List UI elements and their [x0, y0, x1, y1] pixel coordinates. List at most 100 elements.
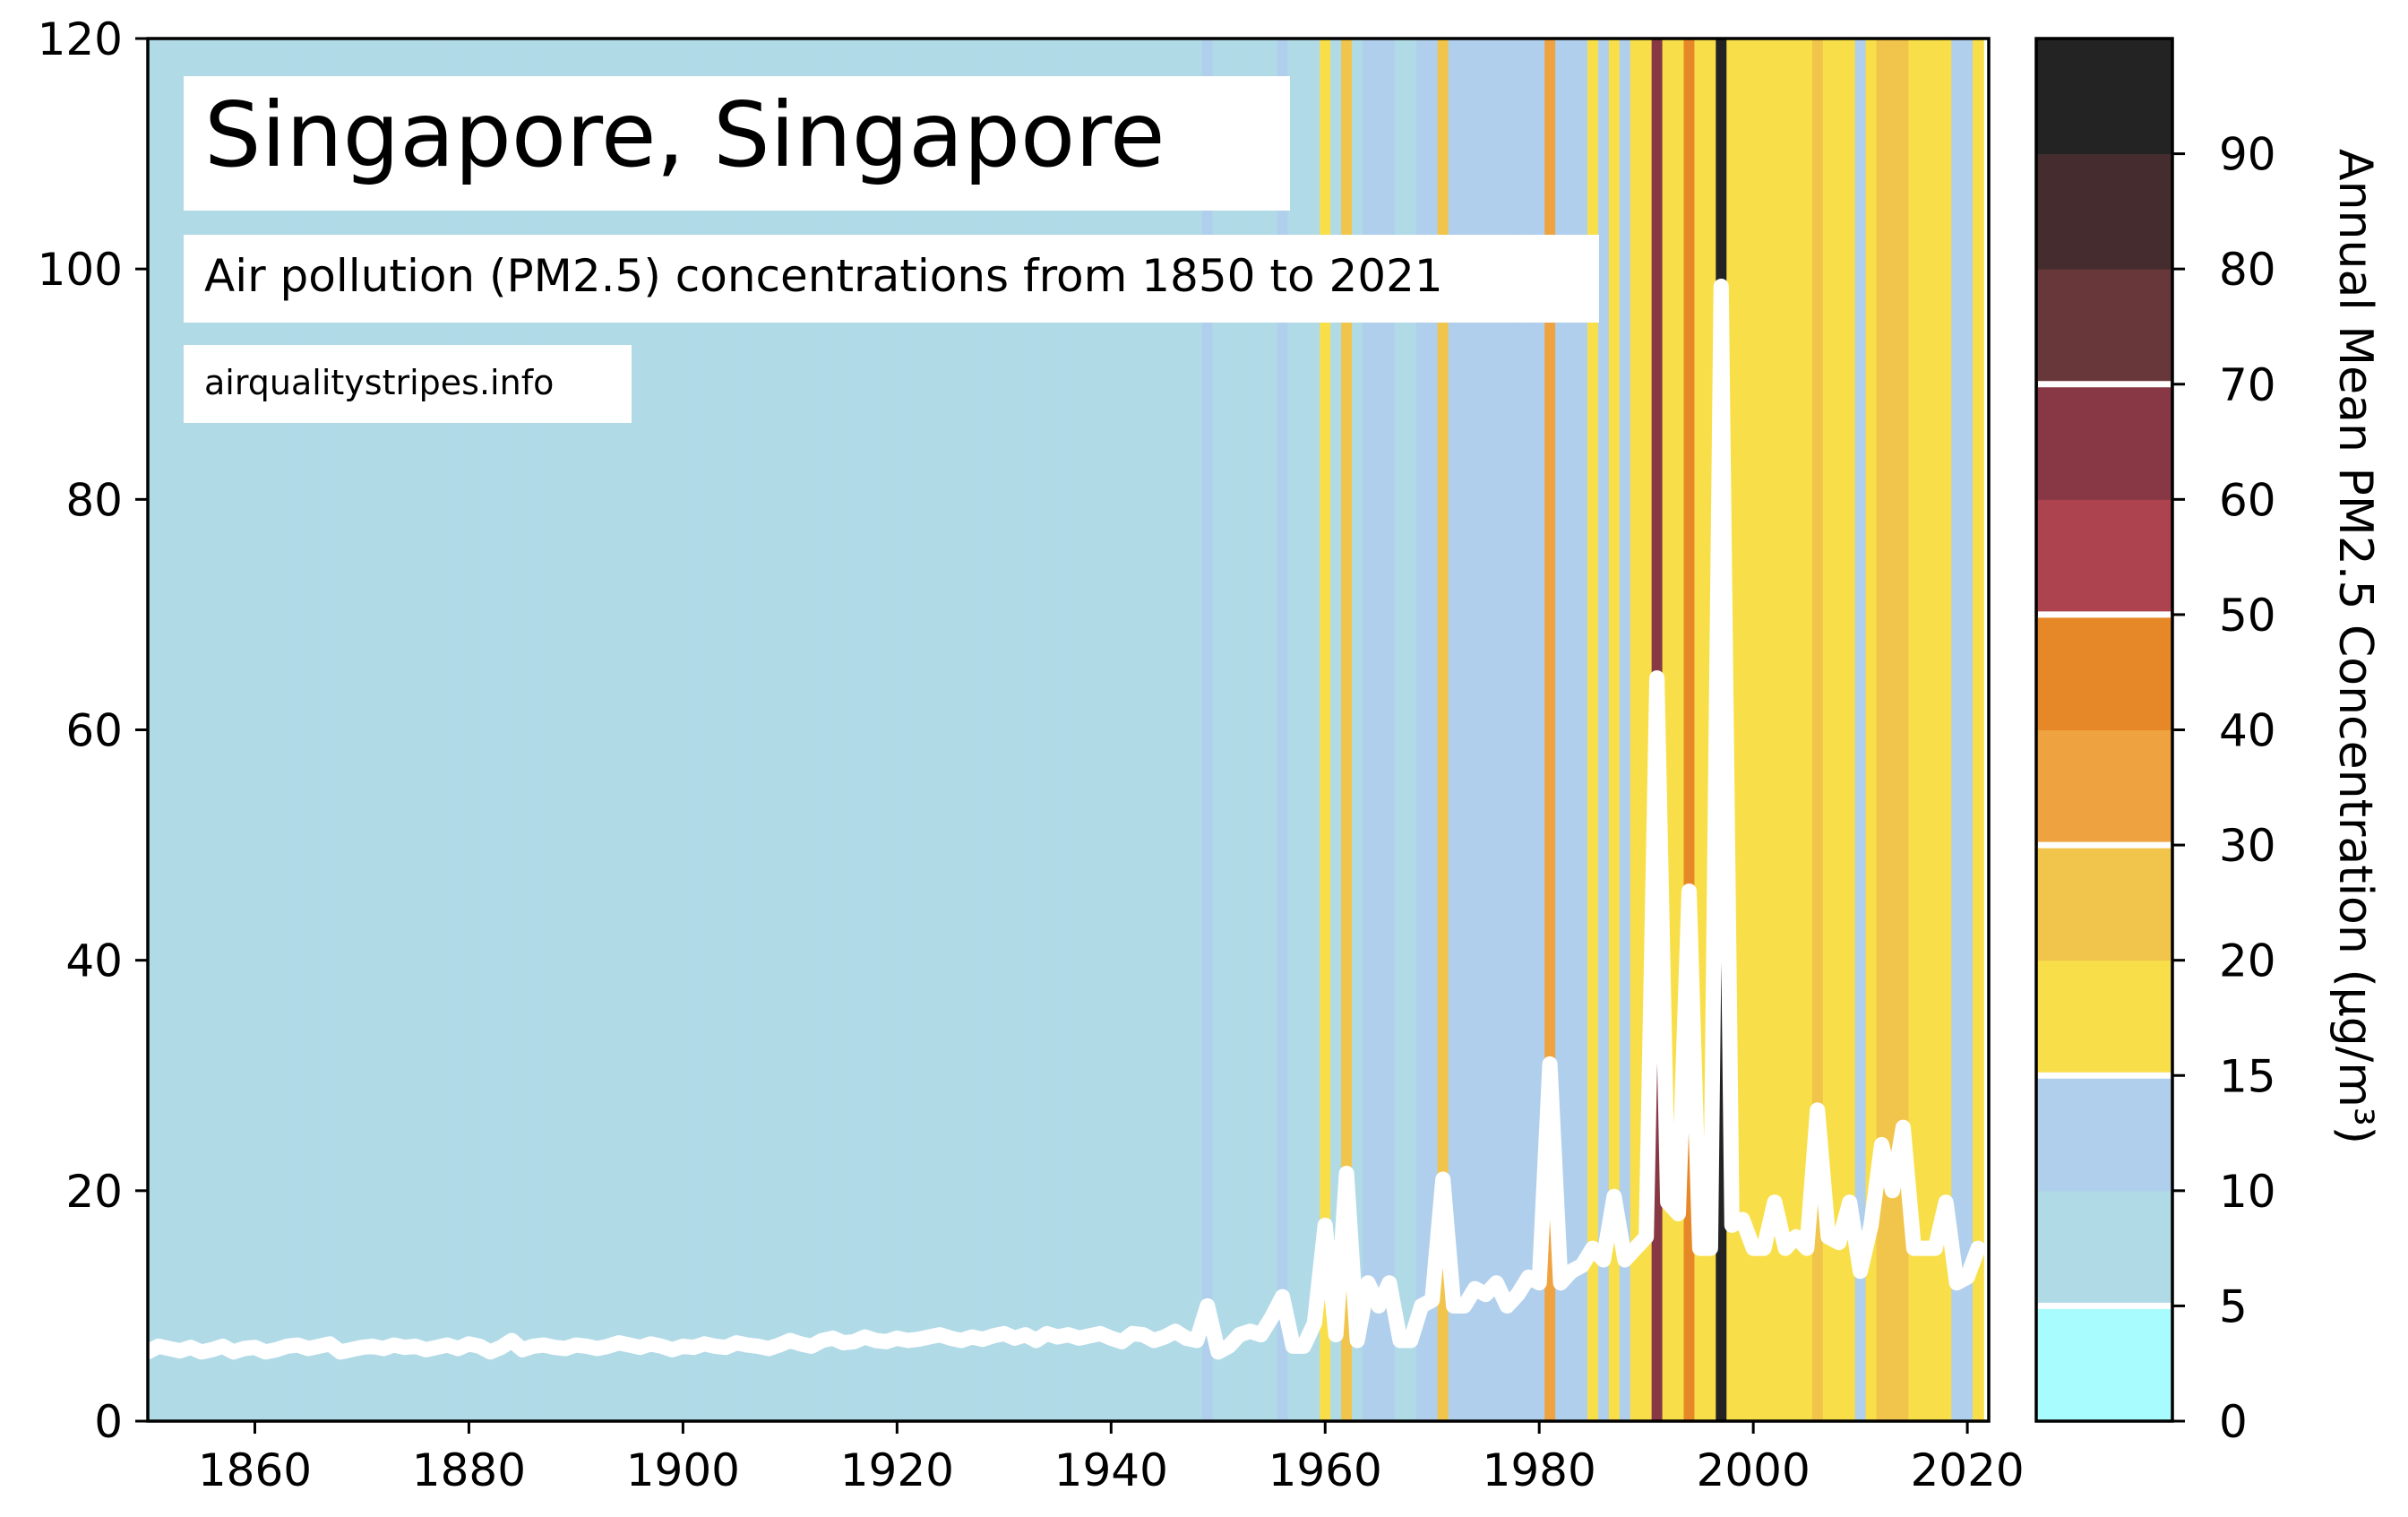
year-stripe	[1352, 39, 1363, 1421]
year-stripe	[1780, 39, 1792, 1421]
year-stripe	[1962, 39, 1974, 1421]
year-stripe	[1009, 39, 1021, 1421]
year-stripe	[634, 39, 647, 1421]
colorbar-bin	[2036, 1190, 2172, 1306]
year-stripe	[1608, 39, 1621, 1421]
x-tick-label: 1860	[198, 1444, 312, 1496]
y-tick-label: 120	[38, 13, 123, 65]
year-stripe	[1822, 39, 1835, 1421]
year-stripe	[1480, 39, 1492, 1421]
year-stripe	[1116, 39, 1129, 1421]
x-tick-label: 1960	[1268, 1444, 1382, 1496]
year-stripe	[1298, 39, 1311, 1421]
year-stripe	[1019, 39, 1032, 1421]
year-stripe	[174, 39, 186, 1421]
colorbar-tick-label: 5	[2219, 1280, 2248, 1332]
x-tick-label: 1980	[1483, 1444, 1596, 1496]
year-stripe	[913, 39, 925, 1421]
colorbar-bin	[2036, 153, 2172, 270]
year-stripe	[773, 39, 786, 1421]
year-stripe	[1737, 39, 1749, 1421]
year-stripe	[720, 39, 732, 1421]
year-stripe	[998, 39, 1010, 1421]
year-stripe	[645, 39, 658, 1421]
year-stripe	[1973, 39, 1984, 1421]
year-stripe	[902, 39, 915, 1421]
year-stripe	[1619, 39, 1631, 1421]
colorbar-bin	[2036, 499, 2172, 616]
year-stripe	[924, 39, 935, 1421]
year-stripe	[1790, 39, 1802, 1421]
year-stripe	[1854, 39, 1867, 1421]
year-stripe	[827, 39, 839, 1421]
pm25-line	[148, 279, 1986, 1360]
year-stripe	[1073, 39, 1086, 1421]
year-stripe	[752, 39, 764, 1421]
year-stripe	[710, 39, 722, 1421]
year-stripe	[1180, 39, 1192, 1421]
year-stripe	[1084, 39, 1096, 1421]
year-stripe	[934, 39, 946, 1421]
year-stripe	[1394, 39, 1406, 1421]
year-stripe	[1426, 39, 1439, 1421]
year-stripe	[762, 39, 775, 1421]
colorbar-bin	[2036, 960, 2172, 1076]
year-stripe	[1951, 39, 1963, 1421]
colorbar-bin	[2036, 729, 2172, 846]
colorbar-bin	[2036, 269, 2172, 385]
colorbar-tick-label: 70	[2219, 359, 2276, 411]
year-stripe	[956, 39, 968, 1421]
colorbar-tick-label: 50	[2219, 590, 2276, 642]
year-stripe	[1062, 39, 1075, 1421]
colorbar-tick-label: 30	[2219, 820, 2276, 872]
year-stripe	[1244, 39, 1257, 1421]
year-stripe	[148, 39, 154, 1421]
year-stripe	[1844, 39, 1856, 1421]
chart-subtitle: Air pollution (PM2.5) concentrations fro…	[204, 250, 1443, 302]
year-stripe	[1415, 39, 1428, 1421]
colorbar-bin	[2036, 845, 2172, 961]
x-tick-label: 1880	[412, 1444, 526, 1496]
colorbar-tick-label: 10	[2219, 1166, 2276, 1218]
year-stripe	[1811, 39, 1824, 1421]
year-stripe	[1341, 39, 1353, 1421]
year-stripe	[1587, 39, 1599, 1421]
x-axis: 1860 1880 1900 1920 1940 1960 1980 2000 2020	[198, 1421, 2025, 1496]
year-stripe	[1930, 39, 1942, 1421]
x-tick-label: 1940	[1054, 1444, 1168, 1496]
colorbar	[2036, 39, 2172, 1422]
year-stripe	[1320, 39, 1332, 1421]
year-stripe	[1266, 39, 1278, 1421]
year-stripe	[731, 39, 743, 1421]
colorbar-tick-label: 60	[2219, 474, 2276, 526]
year-stripe	[966, 39, 978, 1421]
year-stripe	[1041, 39, 1054, 1421]
colorbar-bin	[2036, 384, 2172, 500]
year-stripe	[1630, 39, 1642, 1421]
year-stripe	[1330, 39, 1342, 1421]
colorbar-bin	[2036, 614, 2172, 730]
year-stripe	[1448, 39, 1460, 1421]
year-stripe	[1512, 39, 1525, 1421]
colorbar-ticks: 0 5 10 15 20 30 40 50 60 70 80 90	[2038, 129, 2276, 1448]
year-stripe	[699, 39, 711, 1421]
year-stripe	[848, 39, 861, 1421]
chart-source: airqualitystripes.info	[204, 363, 554, 402]
colorbar-label: Annual Mean PM2.5 Concentration (µg/m³)	[2328, 149, 2382, 1144]
year-stripe	[1223, 39, 1235, 1421]
year-stripe	[1501, 39, 1514, 1421]
y-tick-label: 0	[94, 1396, 123, 1448]
year-stripe	[870, 39, 882, 1421]
y-tick-label: 60	[65, 705, 123, 757]
x-tick-label: 1900	[626, 1444, 740, 1496]
year-stripe	[1887, 39, 1899, 1421]
year-stripe	[1919, 39, 1931, 1421]
year-stripe	[1566, 39, 1578, 1421]
title-box	[184, 76, 1290, 211]
year-stripe	[859, 39, 872, 1421]
x-tick-label: 2000	[1697, 1444, 1810, 1496]
year-stripe	[987, 39, 1000, 1421]
year-stripe	[1759, 39, 1770, 1421]
year-stripe	[1212, 39, 1225, 1421]
